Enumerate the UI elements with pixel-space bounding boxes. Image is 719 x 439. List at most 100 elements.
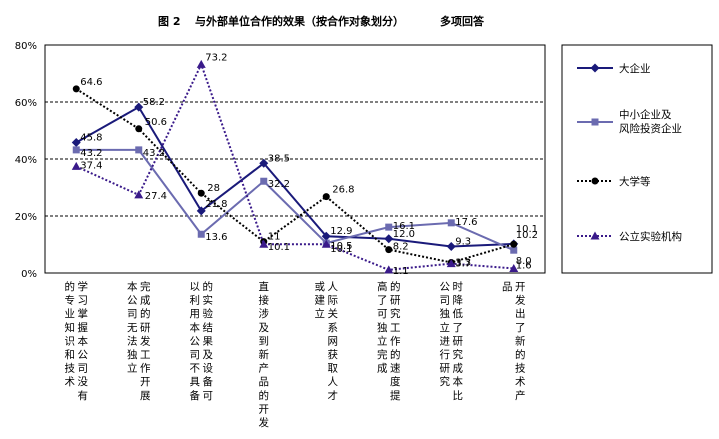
category-char: 成 [140, 295, 151, 307]
legend-label: 中小企业及 [619, 108, 672, 121]
circle-marker [72, 85, 80, 93]
category-char: 术 [515, 376, 526, 388]
square-marker [260, 177, 268, 185]
category-char: 建 [315, 294, 326, 307]
y-axis-ticks: 0% 20% 40% 60% 80% [15, 41, 37, 280]
category-char: 作 [390, 335, 401, 347]
category-char: 时 [453, 281, 464, 293]
category-char: 究 [390, 307, 401, 320]
category-char: 司 [440, 295, 451, 307]
category-char: 技 [515, 362, 526, 375]
category-char: 比 [453, 389, 464, 402]
data-label: 3.7 [455, 258, 471, 269]
circle-marker [385, 246, 393, 254]
y-tick-label: 40% [15, 155, 37, 166]
category-char: 究 [440, 375, 451, 388]
circle-marker [591, 177, 599, 185]
category-char: 研 [453, 335, 464, 347]
triangle-marker [384, 265, 394, 274]
series-line [75, 105, 514, 248]
category-char: 进 [440, 335, 451, 347]
category-char: 独 [127, 348, 138, 361]
data-label: 10.1 [330, 244, 352, 255]
category-char: 结 [203, 321, 214, 334]
category-char: 专 [65, 294, 76, 307]
category-char: 知 [65, 321, 76, 334]
category-char: 获 [328, 349, 339, 361]
diamond-marker [590, 63, 600, 73]
data-label: 27.4 [145, 191, 167, 202]
triangle-marker [590, 231, 600, 240]
category-char: 利 [190, 295, 201, 307]
grid-lines [45, 101, 545, 217]
y-tick-label: 60% [15, 98, 37, 109]
category-char: 接 [259, 294, 270, 307]
category-char: 和 [65, 349, 76, 361]
data-label: 38.5 [268, 153, 290, 164]
diamond-marker [71, 137, 81, 147]
category-char: 开 [515, 281, 526, 293]
y-tick-label: 20% [15, 212, 37, 223]
category-char: 发 [515, 294, 526, 307]
category-char: 独 [440, 307, 451, 320]
diamond-marker [321, 231, 331, 241]
circle-marker [510, 240, 518, 248]
legend-label: 大企业 [619, 62, 651, 75]
triangle-marker [196, 59, 206, 68]
square-marker [591, 118, 599, 126]
category-char: 降 [453, 294, 464, 307]
category-char: 成 [453, 363, 464, 375]
series-3 [72, 85, 518, 266]
category-char: 作 [140, 363, 151, 375]
category-char: 才 [328, 389, 339, 402]
category-char: 本 [453, 375, 464, 388]
series-line [76, 148, 515, 252]
category-char: 识 [65, 335, 76, 347]
data-label: 11 [268, 232, 281, 243]
category-char: 实 [203, 294, 214, 307]
category-char: 的 [203, 280, 214, 293]
category-char: 的 [390, 280, 401, 293]
category-char: 公 [190, 335, 201, 347]
y-tick-label: 0% [21, 269, 37, 280]
data-label: 16.1 [393, 221, 415, 232]
category-char: 习 [78, 295, 89, 307]
category-char: 完 [140, 280, 151, 293]
triangle-marker [259, 239, 269, 248]
category-char: 的 [515, 348, 526, 361]
category-char: 立 [127, 362, 138, 375]
diamond-marker [446, 241, 456, 251]
data-label: 17.6 [455, 217, 477, 228]
x-axis-categories: 学习掌握本公司没有的专业知识和技术完成的研发工作开展本公司无法独立的实验结果及设… [65, 280, 527, 429]
data-labels: 45.8 58.2 21.8 38.5 12.9 12.0 9.3 10.2 43.2 43.2 1… [80, 52, 538, 276]
category-char: 究 [453, 348, 464, 361]
category-char: 出 [515, 307, 526, 320]
data-label: 1.6 [516, 260, 532, 271]
data-label: 8.0 [516, 256, 532, 267]
data-label: 10.2 [516, 230, 538, 241]
data-label: 73.2 [205, 52, 227, 63]
category-char: 品 [259, 376, 270, 388]
chart-title: 与外部单位合作的效果（按合作对象划分） [195, 14, 404, 28]
category-char: 或 [315, 281, 326, 293]
square-marker [447, 219, 455, 227]
category-char: 了 [515, 322, 526, 334]
category-char: 学 [78, 280, 89, 293]
data-label: 9.3 [455, 236, 471, 247]
diamond-marker [384, 234, 394, 244]
category-char: 本 [127, 280, 138, 293]
category-char: 了 [377, 295, 388, 307]
category-char: 到 [259, 335, 270, 347]
category-char: 备 [203, 375, 214, 388]
data-label: 45.8 [80, 132, 102, 143]
diamond-marker [196, 206, 206, 216]
square-marker [510, 246, 518, 254]
category-char: 业 [65, 308, 76, 320]
category-char: 立 [377, 334, 388, 347]
category-char: 立 [440, 321, 451, 334]
